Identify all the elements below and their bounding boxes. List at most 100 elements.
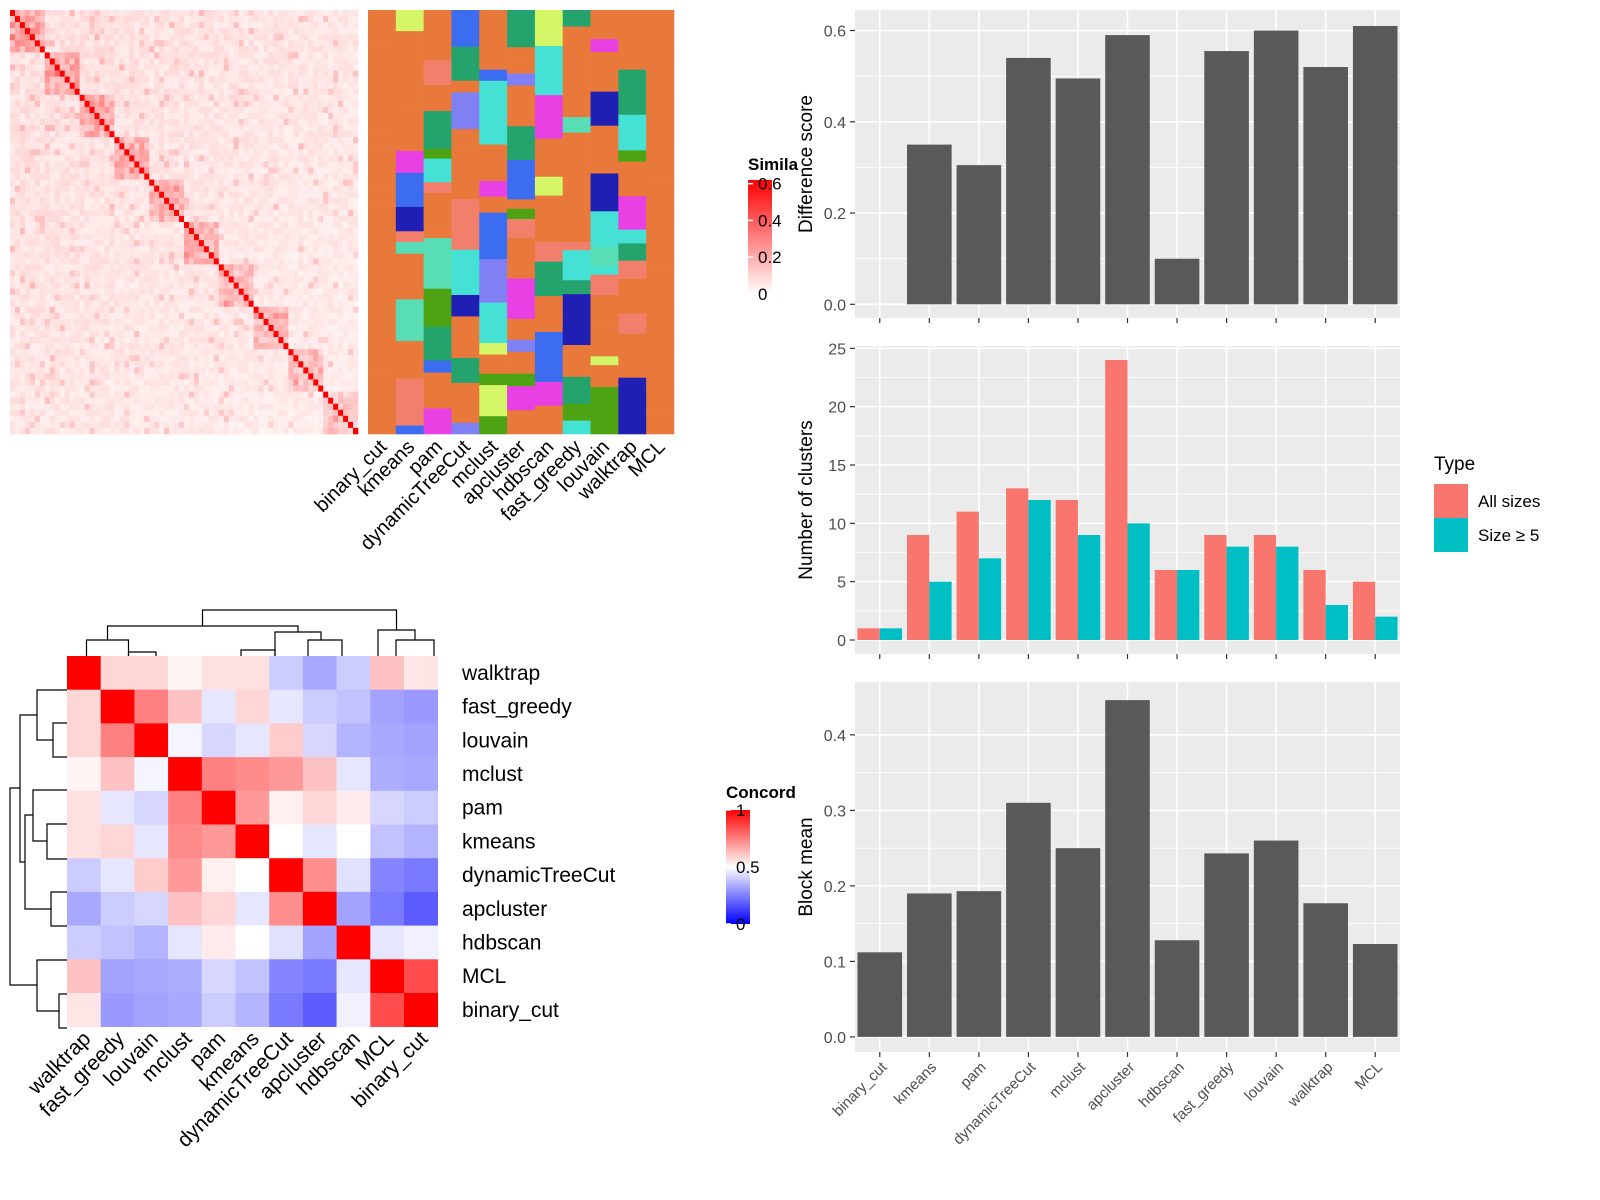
similarity-cell (273, 349, 279, 356)
similarity-cell (64, 64, 70, 71)
similarity-cell (179, 215, 185, 223)
similarity-cell (164, 112, 170, 120)
similarity-cell (164, 288, 170, 295)
similarity-cell (104, 52, 110, 59)
similarity-cell (74, 215, 80, 223)
similarity-cell (333, 58, 339, 65)
similarity-cell (203, 391, 210, 398)
similarity-cell (333, 258, 339, 265)
similarity-cell (54, 100, 61, 108)
similarity-cell (198, 240, 205, 247)
similarity-cell (144, 415, 150, 423)
similarity-cell (39, 112, 46, 120)
similarity-cell (99, 331, 105, 338)
similarity-cell (49, 64, 56, 71)
similarity-cell (10, 300, 16, 308)
similarity-cell (79, 252, 85, 259)
similarity-cell (154, 16, 160, 23)
similarity-cell (298, 137, 304, 144)
similarity-cell (10, 106, 16, 114)
similarity-cell (84, 294, 90, 302)
similarity-cell (283, 52, 289, 59)
similarity-cell (149, 88, 155, 96)
similarity-cell (19, 361, 26, 368)
similarity-cell (74, 191, 80, 199)
similarity-cell (208, 294, 215, 302)
similarity-cell (328, 367, 334, 374)
assignment-cell (395, 299, 424, 342)
similarity-cell (203, 203, 210, 211)
similarity-cell (54, 106, 61, 114)
similarity-cell (79, 270, 85, 277)
similarity-cell (104, 100, 110, 108)
similarity-cell (174, 119, 180, 126)
similarity-cell (248, 70, 254, 77)
similarity-cell (64, 209, 70, 217)
similarity-cell (228, 264, 235, 271)
similarity-cell (328, 125, 334, 132)
similarity-cell (318, 100, 324, 108)
similarity-cell (268, 276, 274, 283)
similarity-cell (154, 294, 160, 302)
similarity-cell (99, 391, 105, 398)
similarity-cell (188, 82, 195, 90)
similarity-cell (278, 373, 284, 380)
similarity-cell (248, 258, 254, 265)
similarity-cell (79, 349, 85, 356)
similarity-cell (338, 64, 344, 71)
similarity-cell (114, 288, 120, 295)
similarity-cell (188, 294, 195, 302)
similarity-cell (129, 397, 135, 405)
similarity-cell (10, 246, 16, 253)
similarity-cell (193, 143, 200, 150)
similarity-cell (313, 149, 319, 156)
similarity-cell (74, 270, 80, 277)
similarity-cell (198, 306, 205, 314)
similarity-cell (313, 82, 319, 90)
similarity-cell (34, 88, 41, 96)
similarity-cell (149, 300, 155, 308)
similarity-cell (353, 28, 359, 35)
similarity-cell (283, 222, 289, 229)
similarity-cell (74, 76, 80, 83)
similarity-cell (104, 276, 110, 283)
similarity-cell (114, 52, 120, 59)
similarity-cell (159, 312, 165, 320)
similarity-cell (253, 421, 259, 429)
similarity-cell (149, 155, 155, 162)
similarity-cell (323, 34, 329, 41)
similarity-cell (139, 52, 145, 59)
similarity-cell (34, 143, 41, 150)
similarity-cell (188, 415, 195, 423)
similarity-cell (343, 403, 349, 411)
assignment-cell (368, 146, 397, 188)
similarity-cell (149, 203, 155, 211)
similarity-cell (288, 234, 294, 241)
similarity-cell (308, 185, 314, 193)
similarity-cell (318, 373, 324, 380)
assignment-cell (423, 408, 452, 435)
similarity-cell (44, 379, 51, 386)
similarity-cell (39, 270, 46, 277)
similarity-cell (99, 76, 105, 83)
similarity-cell (203, 22, 210, 29)
similarity-cell (223, 191, 230, 199)
similarity-cell (44, 137, 51, 144)
similarity-cell (218, 318, 225, 326)
similarity-cell (10, 252, 16, 259)
similarity-cell (338, 94, 344, 102)
similarity-cell (49, 324, 56, 332)
similarity-cell (99, 112, 105, 120)
similarity-cell (74, 173, 80, 180)
assignment-cell (395, 10, 424, 32)
similarity-cell (248, 209, 254, 217)
similarity-cell (313, 179, 319, 186)
similarity-cell (248, 385, 254, 392)
similarity-cell (14, 10, 21, 17)
similarity-cell (49, 312, 56, 320)
similarity-cell (109, 421, 115, 429)
similarity-cell (109, 228, 115, 235)
similarity-cell (109, 294, 115, 302)
similarity-cell (308, 52, 314, 59)
similarity-cell (353, 40, 359, 47)
